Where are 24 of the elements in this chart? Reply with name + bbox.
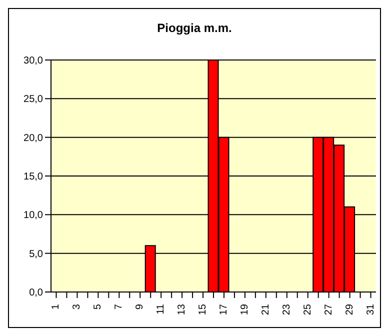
x-tick-label: 1	[50, 304, 62, 310]
x-tick-label: 19	[239, 304, 250, 316]
chart-title: Pioggia m.m.	[156, 21, 233, 35]
x-tick-label: 31	[365, 304, 376, 316]
x-tick-label: 13	[176, 304, 188, 316]
x-tick-label: 9	[134, 304, 146, 310]
x-tick-label: 23	[281, 304, 292, 316]
x-tick-label: 7	[114, 304, 125, 310]
x-tick-label: 25	[302, 304, 314, 316]
x-tick-label: 15	[198, 304, 209, 316]
y-tick-label: 15,0	[24, 172, 44, 183]
x-tick-label: 11	[156, 304, 167, 314]
y-tick-label: 10,0	[24, 210, 44, 222]
x-tick-label: 5	[92, 304, 104, 310]
x-tick-label: 21	[260, 304, 272, 316]
x-tick-label: 29	[344, 304, 356, 316]
x-tick-label: 3	[72, 304, 83, 310]
y-tick-label: 0,0	[29, 288, 44, 299]
y-tick-label: 25,0	[24, 94, 44, 106]
y-tick-label: 30,0	[24, 56, 44, 67]
x-tick-label: 27	[323, 304, 334, 316]
x-tick-label: 17	[218, 304, 230, 316]
y-tick-label: 5,0	[29, 248, 44, 260]
y-tick-label: 20,0	[24, 132, 44, 144]
